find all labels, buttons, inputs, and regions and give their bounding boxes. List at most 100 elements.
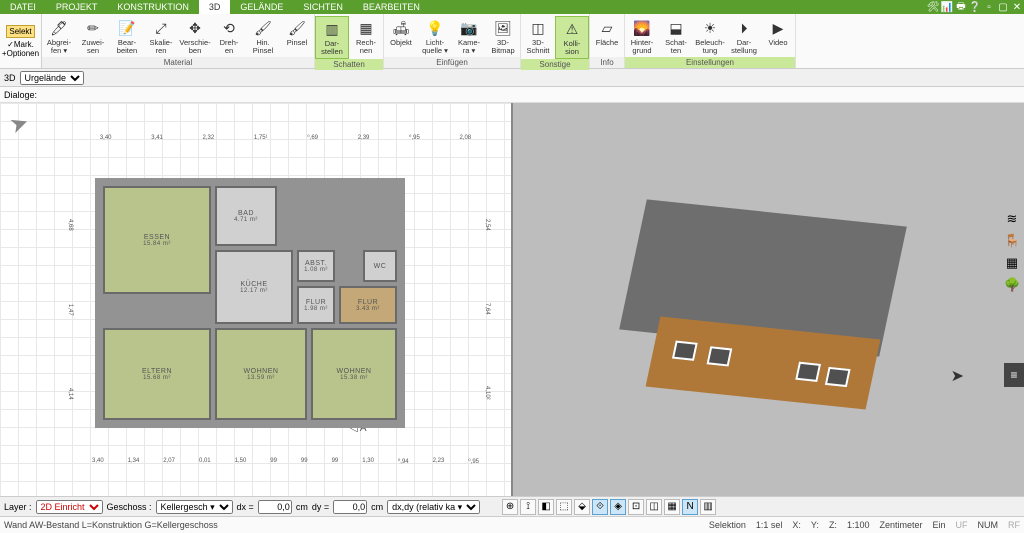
ribbon-darstellung-button[interactable]: ⏵Dar-stellung (727, 16, 761, 57)
status-x: X: (792, 520, 801, 530)
titlebar-help-icon[interactable]: ❔ (968, 0, 982, 14)
selekt-button[interactable]: Selekt (6, 25, 34, 38)
3d-house-model[interactable] (633, 213, 893, 413)
ribbon-3dschnitt-button[interactable]: ◫3D-Schnitt (521, 16, 555, 57)
2d-floorplan-pane[interactable]: ➤ 3,403,412,321,75¹⁰,692,39⁰,952,08 3,40… (0, 103, 511, 496)
zuweisen-icon: ✏ (83, 18, 103, 38)
window-3d (707, 346, 733, 366)
ribbon-lichtquelle-button[interactable]: 💡Licht-quelle ▾ (418, 16, 452, 57)
layer-select[interactable]: 2D Einricht (36, 500, 103, 514)
furniture-icon[interactable]: 🪑 (1004, 233, 1020, 249)
status-ein: Ein (932, 520, 945, 530)
menu-projekt[interactable]: PROJEKT (46, 0, 108, 14)
snap-tool-10[interactable]: N (682, 499, 698, 515)
floor-plan[interactable]: ESSEN15.84 m²BAD4.71 m²KÜCHE12.17 m²ABST… (95, 178, 405, 428)
window-3d (672, 341, 698, 361)
ribbon-info-group: ▱Fläche Info (590, 14, 625, 68)
ribbon-einfuegen-label: Einfügen (384, 57, 520, 68)
titlebar-print-icon[interactable]: 🖶 (954, 0, 968, 14)
ribbon-einfuegen-group: 🛋Objekt💡Licht-quelle ▾📷Kame-ra ▾🖼3D-Bitm… (384, 14, 521, 68)
status-rf: RF (1008, 520, 1020, 530)
ribbon-zuweisen-button[interactable]: ✏Zuwei-sen (76, 16, 110, 57)
side-panel-toggle[interactable]: ≡ (1004, 363, 1024, 387)
snap-tool-8[interactable]: ◫ (646, 499, 662, 515)
ribbon-hintergrund-button[interactable]: 🌄Hinter-grund (625, 16, 659, 57)
menu-datei[interactable]: DATEI (0, 0, 46, 14)
ribbon-beleuchtung-button[interactable]: ☀Beleuch-tung (693, 16, 727, 57)
ribbon-flaeche-button[interactable]: ▱Fläche (590, 16, 624, 49)
beleuchtung-icon: ☀ (700, 18, 720, 38)
room-flur2[interactable]: FLUR3.43 m² (339, 286, 397, 324)
snap-tool-7[interactable]: ⊡ (628, 499, 644, 515)
ribbon-kollision-button[interactable]: ⚠Kolli-sion (555, 16, 589, 59)
dimension-top: 3,403,412,321,75¹⁰,692,39⁰,952,08 (80, 113, 491, 141)
materials-icon[interactable]: ▦ (1004, 255, 1020, 271)
3d-view-pane[interactable]: ➤ (511, 103, 1024, 496)
dimension-bottom: 3,401,342,070,011,509999991,30⁰,942,23⁰,… (80, 458, 491, 486)
room-wohnen2[interactable]: WOHNEN15.38 m² (311, 328, 397, 420)
window-close-icon[interactable]: ✕ (1010, 0, 1024, 14)
ribbon-video-button[interactable]: ▶Video (761, 16, 795, 49)
room-flur1[interactable]: FLUR1.98 m² (297, 286, 335, 324)
menu-3d[interactable]: 3D (199, 0, 231, 14)
ribbon-objekt-button[interactable]: 🛋Objekt (384, 16, 418, 49)
rechnen-icon: ▦ (356, 18, 376, 38)
snap-tool-3[interactable]: ⬚ (556, 499, 572, 515)
optionen-button[interactable]: +Optionen (2, 49, 39, 58)
ribbon-schatten2-button[interactable]: ⬓Schat-ten (659, 16, 693, 57)
room-eltern[interactable]: ELTERN15.68 m² (103, 328, 211, 420)
pinsel-icon: 🖌 (287, 18, 307, 38)
window-minimize-icon[interactable]: ▫ (982, 0, 996, 14)
ribbon-material-label: Material (42, 57, 314, 68)
video-icon: ▶ (768, 18, 788, 38)
layers-icon[interactable]: ≋ (1004, 211, 1020, 227)
ribbon-hinpinsel-button[interactable]: 🖌Hin.Pinsel (246, 16, 280, 57)
menu-gelaende[interactable]: GELÄNDE (230, 0, 293, 14)
dy-input[interactable] (333, 500, 367, 514)
room-wc[interactable]: WC (363, 250, 397, 282)
ribbon-verschieben-button[interactable]: ✥Verschie-ben (178, 16, 212, 57)
snap-tool-9[interactable]: ▦ (664, 499, 680, 515)
ribbon-skalieren-button[interactable]: ⤢Skalie-ren (144, 16, 178, 57)
snap-tool-6[interactable]: ◈ (610, 499, 626, 515)
snap-tool-0[interactable]: ⊕ (502, 499, 518, 515)
dialoge-bar: Dialoge: (0, 87, 1024, 103)
darstellung-icon: ⏵ (734, 18, 754, 38)
menu-sichten[interactable]: SICHTEN (293, 0, 353, 14)
mark-button[interactable]: ✓Mark. (7, 40, 34, 49)
ribbon-darstellen-button[interactable]: ▥Dar-stellen (315, 16, 349, 59)
ribbon-drehen-button[interactable]: ⟲Dreh-en (212, 16, 246, 57)
room-bad[interactable]: BAD4.71 m² (215, 186, 277, 246)
window-maximize-icon[interactable]: ▢ (996, 0, 1010, 14)
room-kueche[interactable]: KÜCHE12.17 m² (215, 250, 293, 324)
room-essen[interactable]: ESSEN15.84 m² (103, 186, 211, 294)
geschoss-select[interactable]: Kellergesch ▾ (156, 500, 233, 514)
mode-3d-label: 3D (4, 73, 16, 83)
status-element-info: Wand AW-Bestand L=Konstruktion G=Kellerg… (4, 520, 218, 530)
status-scale: 1:100 (847, 520, 870, 530)
ribbon-bearbeiten-button[interactable]: 📝Bear-beiten (110, 16, 144, 57)
verschieben-icon: ✥ (185, 18, 205, 38)
objekt-icon: 🛋 (391, 18, 411, 38)
terrain-select[interactable]: Urgelände (20, 71, 84, 85)
ribbon-pinsel-button[interactable]: 🖌Pinsel (280, 16, 314, 49)
snap-tool-11[interactable]: ▥ (700, 499, 716, 515)
snap-tool-4[interactable]: ⬙ (574, 499, 590, 515)
snap-tool-5[interactable]: ⟐ (592, 499, 608, 515)
workspace: ➤ 3,403,412,321,75¹⁰,692,39⁰,952,08 3,40… (0, 103, 1024, 496)
titlebar-tool-icon[interactable]: 🛠 (926, 0, 940, 14)
menu-konstruktion[interactable]: KONSTRUKTION (107, 0, 199, 14)
snap-tool-1[interactable]: ⟟ (520, 499, 536, 515)
dx-input[interactable] (258, 500, 292, 514)
ribbon-abgreifen-button[interactable]: 🖊Abgrei-fen ▾ (42, 16, 76, 57)
menu-bearbeiten[interactable]: BEARBEITEN (353, 0, 430, 14)
room-wohnen1[interactable]: WOHNEN13.59 m² (215, 328, 307, 420)
ribbon-rechnen-button[interactable]: ▦Rech-nen (349, 16, 383, 57)
titlebar-chart-icon[interactable]: 📊 (940, 0, 954, 14)
coord-mode-select[interactable]: dx,dy (relativ ka ▾ (387, 500, 480, 514)
room-abst[interactable]: ABST.1.08 m² (297, 250, 335, 282)
snap-tool-2[interactable]: ◧ (538, 499, 554, 515)
ribbon-kamera-button[interactable]: 📷Kame-ra ▾ (452, 16, 486, 57)
plants-icon[interactable]: 🌳 (1004, 277, 1020, 293)
ribbon-3dbitmap-button[interactable]: 🖼3D-Bitmap (486, 16, 520, 57)
